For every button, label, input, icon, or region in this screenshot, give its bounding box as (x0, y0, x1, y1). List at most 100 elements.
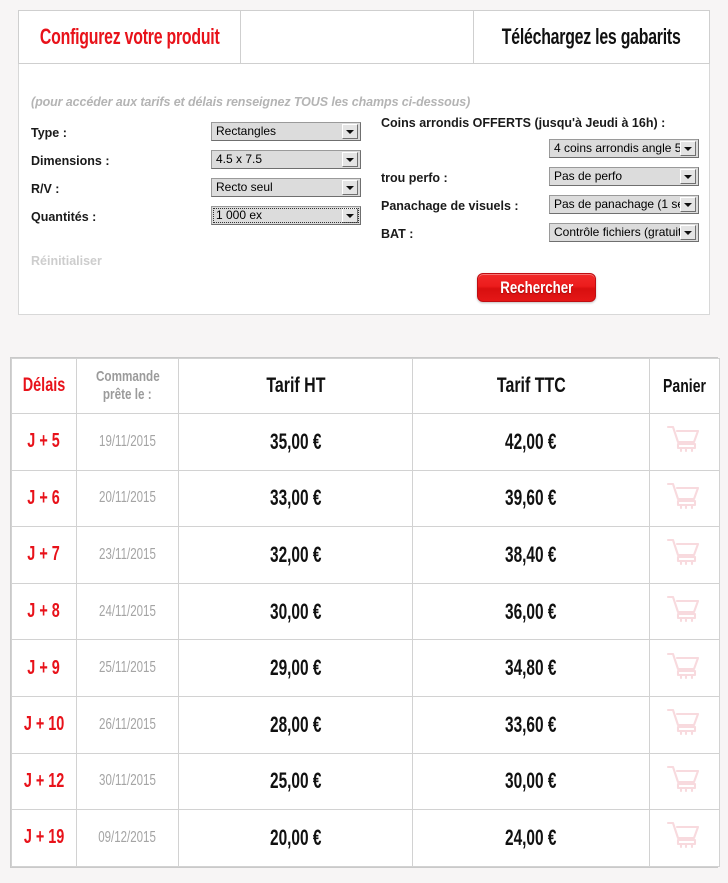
cell-panier[interactable] (649, 582, 720, 641)
delai-value: J + 10 (23, 713, 65, 736)
tarif-ttc-value: 38,40 € (505, 541, 557, 567)
chevron-down-icon[interactable] (342, 180, 358, 195)
tarif-ht-value: 28,00 € (269, 711, 322, 737)
header-commande-prete: Commande prête le : (76, 358, 179, 414)
tab-download-templates[interactable]: Téléchargez les gabarits (474, 10, 710, 64)
select-quantites-wrapper: 1 000 ex (211, 206, 361, 225)
select-panachage-wrapper: Pas de panachage (1 se (549, 195, 699, 214)
select-coins-arrondis[interactable]: 4 coins arrondis angle 5 (549, 139, 699, 158)
cell-panier[interactable] (649, 695, 720, 754)
field-row-panachage: Panachage de visuels : Pas de panachage … (381, 195, 711, 223)
cell-panier[interactable] (649, 469, 720, 528)
chevron-down-icon[interactable] (680, 169, 696, 184)
label-type: Type : (31, 126, 67, 140)
reset-link[interactable]: Réinitialiser (31, 254, 102, 268)
cell-date: 23/11/2015 (76, 526, 179, 584)
cart-icon[interactable] (666, 594, 704, 624)
delai-value: J + 9 (27, 656, 61, 679)
tarif-ttc-value: 36,00 € (505, 598, 557, 624)
tarif-ht-value: 30,00 € (269, 598, 322, 624)
field-row-dimensions: Dimensions : 4.5 x 7.5 (31, 150, 361, 178)
chevron-down-icon[interactable] (680, 197, 696, 212)
cell-tarif-ttc: 36,00 € (412, 582, 650, 641)
table-row: J + 5 19/11/2015 35,00 € 42,00 € (11, 413, 720, 471)
cell-panier[interactable] (649, 809, 720, 867)
chevron-down-icon[interactable] (680, 141, 696, 156)
cell-delai: J + 12 (11, 752, 77, 811)
cell-delai: J + 5 (11, 413, 77, 471)
select-rv-wrapper: Recto seul (211, 178, 361, 197)
delai-value: J + 6 (27, 486, 61, 509)
select-bat[interactable]: Contrôle fichiers (gratuit (549, 223, 699, 242)
tab-configure-label: Configurez votre produit (39, 24, 220, 49)
field-row-bat: BAT : Contrôle fichiers (gratuit (381, 223, 711, 251)
header-delais-label: Délais (22, 375, 66, 396)
cart-icon[interactable] (666, 537, 704, 567)
header-tarif-ht-label: Tarif HT (265, 374, 326, 397)
cart-icon[interactable] (666, 651, 704, 681)
select-bat-value: Contrôle fichiers (gratuit (554, 225, 680, 239)
date-value: 25/11/2015 (99, 659, 156, 677)
select-rv[interactable]: Recto seul (211, 178, 361, 197)
cell-panier[interactable] (649, 752, 720, 811)
delai-value: J + 8 (27, 600, 61, 623)
cell-tarif-ht: 29,00 € (178, 639, 413, 697)
cell-date: 24/11/2015 (76, 582, 179, 641)
cell-delai: J + 10 (11, 695, 77, 754)
chevron-down-icon[interactable] (342, 208, 358, 223)
select-panachage[interactable]: Pas de panachage (1 se (549, 195, 699, 214)
table-row: J + 19 09/12/2015 20,00 € 24,00 € (11, 809, 720, 867)
cell-delai: J + 9 (11, 639, 77, 697)
tarif-ht-value: 32,00 € (269, 541, 322, 567)
header-panier: Panier (649, 358, 720, 414)
cell-panier[interactable] (649, 526, 720, 584)
cell-date: 09/12/2015 (76, 809, 179, 867)
table-header-row: Délais Commande prête le : Tarif HT Tari… (11, 358, 720, 414)
cell-tarif-ht: 30,00 € (178, 582, 413, 641)
table-row: J + 8 24/11/2015 30,00 € 36,00 € (11, 582, 720, 641)
select-panachage-value: Pas de panachage (1 se (554, 197, 680, 211)
tarif-ttc-value: 42,00 € (505, 428, 557, 454)
select-type-value: Rectangles (216, 124, 277, 138)
label-quantites: Quantités : (31, 210, 97, 224)
chevron-down-icon[interactable] (680, 225, 696, 240)
select-trou-perfo-value: Pas de perfo (554, 169, 623, 183)
table-row: J + 7 23/11/2015 32,00 € 38,40 € (11, 526, 720, 584)
select-dimensions[interactable]: 4.5 x 7.5 (211, 150, 361, 169)
configurator-panel: (pour accéder aux tarifs et délais rense… (18, 64, 710, 315)
cell-tarif-ttc: 33,60 € (412, 695, 650, 754)
cell-date: 19/11/2015 (76, 413, 179, 471)
tab-download-templates-label: Téléchargez les gabarits (502, 24, 681, 49)
price-table: Délais Commande prête le : Tarif HT Tari… (11, 358, 720, 867)
date-value: 09/12/2015 (98, 828, 157, 846)
tarif-ttc-value: 33,60 € (505, 711, 557, 737)
select-type[interactable]: Rectangles (211, 122, 361, 141)
cell-tarif-ttc: 42,00 € (412, 413, 650, 471)
table-row: J + 12 30/11/2015 25,00 € 30,00 € (11, 752, 720, 811)
cart-icon[interactable] (666, 424, 704, 454)
chevron-down-icon[interactable] (342, 152, 358, 167)
tab-configure[interactable]: Configurez votre produit (18, 10, 240, 64)
cell-panier[interactable] (649, 413, 720, 471)
search-button[interactable]: Rechercher (477, 273, 596, 302)
header-tarif-ht: Tarif HT (178, 358, 413, 414)
date-value: 24/11/2015 (99, 602, 156, 620)
header-tarif-ttc-label: Tarif TTC (496, 374, 566, 397)
cart-icon[interactable] (666, 764, 704, 794)
cell-tarif-ht: 28,00 € (178, 695, 413, 754)
tarif-ttc-value: 30,00 € (505, 768, 557, 794)
cart-icon[interactable] (666, 707, 704, 737)
cell-date: 26/11/2015 (76, 695, 179, 754)
cell-panier[interactable] (649, 639, 720, 697)
date-value: 26/11/2015 (99, 715, 156, 733)
cart-icon[interactable] (666, 481, 704, 511)
chevron-down-icon[interactable] (342, 124, 358, 139)
select-quantites[interactable]: 1 000 ex (211, 206, 361, 225)
tab-empty[interactable] (240, 10, 474, 64)
cart-icon[interactable] (666, 820, 704, 850)
select-trou-perfo[interactable]: Pas de perfo (549, 167, 699, 186)
select-type-wrapper: Rectangles (211, 122, 361, 141)
header-tarif-ttc: Tarif TTC (412, 358, 650, 414)
delai-value: J + 7 (27, 543, 61, 566)
field-row-coins-arrondis: 4 coins arrondis angle 5 (381, 139, 711, 167)
